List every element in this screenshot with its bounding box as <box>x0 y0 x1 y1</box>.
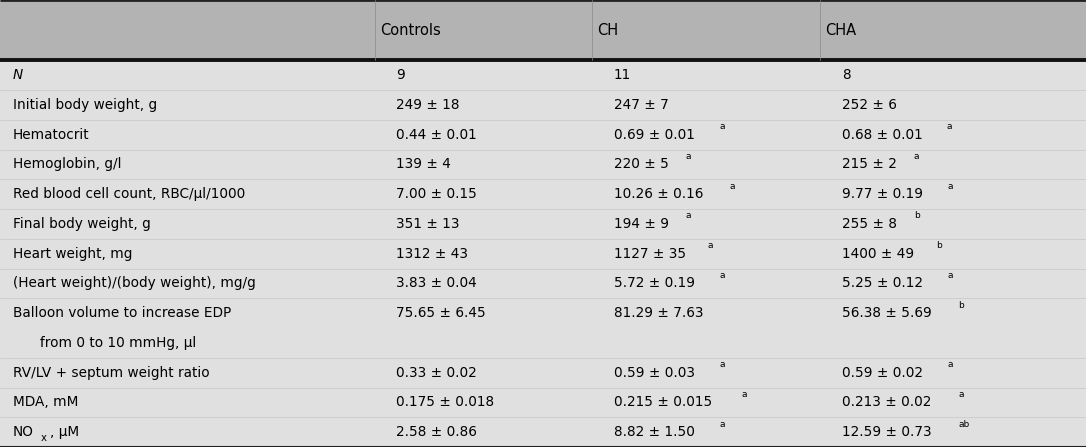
Text: 81.29 ± 7.63: 81.29 ± 7.63 <box>614 306 703 320</box>
Text: a: a <box>719 122 724 131</box>
Text: Controls: Controls <box>380 23 441 38</box>
Text: 1127 ± 35: 1127 ± 35 <box>614 247 685 261</box>
Text: a: a <box>685 211 691 220</box>
Text: NO: NO <box>13 425 34 439</box>
Text: a: a <box>947 271 952 280</box>
Text: b: b <box>913 211 920 220</box>
Text: a: a <box>719 420 724 429</box>
FancyBboxPatch shape <box>0 60 1086 447</box>
Text: a: a <box>958 390 963 399</box>
Text: a: a <box>719 360 724 369</box>
Text: 1400 ± 49: 1400 ± 49 <box>842 247 913 261</box>
Text: 2.58 ± 0.86: 2.58 ± 0.86 <box>396 425 477 439</box>
Text: Heart weight, mg: Heart weight, mg <box>13 247 132 261</box>
Text: 9.77 ± 0.19: 9.77 ± 0.19 <box>842 187 923 201</box>
Text: b: b <box>959 301 964 310</box>
Text: RV/LV + septum weight ratio: RV/LV + septum weight ratio <box>13 366 210 380</box>
Text: 139 ± 4: 139 ± 4 <box>396 157 452 172</box>
Text: from 0 to 10 mmHg, µl: from 0 to 10 mmHg, µl <box>40 336 197 350</box>
Text: (Heart weight)/(body weight), mg/g: (Heart weight)/(body weight), mg/g <box>13 276 256 291</box>
Text: 255 ± 8: 255 ± 8 <box>842 217 897 231</box>
Text: ab: ab <box>958 420 970 429</box>
Text: 11: 11 <box>614 68 631 82</box>
Text: 5.25 ± 0.12: 5.25 ± 0.12 <box>842 276 923 291</box>
Text: N: N <box>13 68 23 82</box>
Text: Red blood cell count, RBC/µl/1000: Red blood cell count, RBC/µl/1000 <box>13 187 245 201</box>
Text: Final body weight, g: Final body weight, g <box>13 217 151 231</box>
Text: Balloon volume to increase EDP: Balloon volume to increase EDP <box>13 306 231 320</box>
Text: 249 ± 18: 249 ± 18 <box>396 98 459 112</box>
Text: CH: CH <box>597 23 618 38</box>
Text: 220 ± 5: 220 ± 5 <box>614 157 669 172</box>
Text: , µM: , µM <box>50 425 79 439</box>
Text: 0.215 ± 0.015: 0.215 ± 0.015 <box>614 396 711 409</box>
Text: x: x <box>41 434 47 443</box>
Text: 0.59 ± 0.03: 0.59 ± 0.03 <box>614 366 695 380</box>
Text: 8: 8 <box>842 68 850 82</box>
Text: 8.82 ± 1.50: 8.82 ± 1.50 <box>614 425 694 439</box>
Text: 252 ± 6: 252 ± 6 <box>842 98 897 112</box>
Text: 215 ± 2: 215 ± 2 <box>842 157 897 172</box>
Text: 56.38 ± 5.69: 56.38 ± 5.69 <box>842 306 932 320</box>
Text: a: a <box>947 181 952 190</box>
Text: a: a <box>947 122 952 131</box>
Text: 0.59 ± 0.02: 0.59 ± 0.02 <box>842 366 923 380</box>
Text: 3.83 ± 0.04: 3.83 ± 0.04 <box>396 276 477 291</box>
FancyBboxPatch shape <box>0 0 1086 60</box>
Text: a: a <box>947 360 952 369</box>
Text: b: b <box>936 241 942 250</box>
Text: 9: 9 <box>396 68 405 82</box>
Text: 0.33 ± 0.02: 0.33 ± 0.02 <box>396 366 477 380</box>
Text: a: a <box>708 241 714 250</box>
Text: 0.213 ± 0.02: 0.213 ± 0.02 <box>842 396 931 409</box>
Text: 351 ± 13: 351 ± 13 <box>396 217 459 231</box>
Text: 0.44 ± 0.01: 0.44 ± 0.01 <box>396 128 477 142</box>
Text: 12.59 ± 0.73: 12.59 ± 0.73 <box>842 425 932 439</box>
Text: 0.175 ± 0.018: 0.175 ± 0.018 <box>396 396 494 409</box>
Text: 194 ± 9: 194 ± 9 <box>614 217 669 231</box>
Text: a: a <box>742 390 747 399</box>
Text: 0.68 ± 0.01: 0.68 ± 0.01 <box>842 128 922 142</box>
Text: a: a <box>913 152 919 161</box>
Text: Hematocrit: Hematocrit <box>13 128 90 142</box>
Text: a: a <box>719 271 724 280</box>
Text: CHA: CHA <box>825 23 857 38</box>
Text: a: a <box>730 181 735 190</box>
Text: 7.00 ± 0.15: 7.00 ± 0.15 <box>396 187 477 201</box>
Text: 0.69 ± 0.01: 0.69 ± 0.01 <box>614 128 694 142</box>
Text: 10.26 ± 0.16: 10.26 ± 0.16 <box>614 187 703 201</box>
Text: 5.72 ± 0.19: 5.72 ± 0.19 <box>614 276 695 291</box>
Text: 75.65 ± 6.45: 75.65 ± 6.45 <box>396 306 487 320</box>
Text: Initial body weight, g: Initial body weight, g <box>13 98 157 112</box>
Text: 247 ± 7: 247 ± 7 <box>614 98 668 112</box>
Text: Hemoglobin, g/l: Hemoglobin, g/l <box>13 157 122 172</box>
Text: 1312 ± 43: 1312 ± 43 <box>396 247 468 261</box>
Text: MDA, mM: MDA, mM <box>13 396 78 409</box>
Text: a: a <box>685 152 691 161</box>
